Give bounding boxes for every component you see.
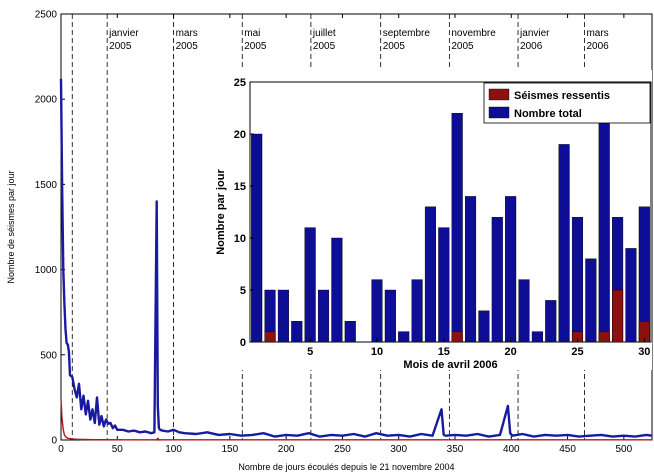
- inset-x-tick-label: 10: [371, 346, 383, 358]
- x-tick-label: 0: [58, 444, 64, 455]
- x-tick-label: 100: [165, 444, 182, 455]
- total-bar: [344, 321, 356, 343]
- y-tick-label: 500: [40, 350, 57, 361]
- inset-x-tick-label: 30: [638, 346, 650, 358]
- total-bar: [291, 321, 303, 343]
- total-bar: [317, 289, 330, 343]
- x-tick-label: 150: [222, 444, 239, 455]
- month-marker-year: 2005: [383, 41, 406, 52]
- inset-y-tick-label: 25: [234, 77, 246, 89]
- total-bar: [451, 112, 463, 343]
- total-bar: [384, 289, 396, 343]
- total-bar: [371, 279, 383, 343]
- x-tick-label: 300: [390, 444, 407, 455]
- inset-y-tick-label: 10: [234, 233, 246, 245]
- total-bar: [585, 258, 597, 343]
- month-marker-label: janvier: [108, 28, 139, 39]
- inset-x-tick-label: 15: [438, 346, 450, 358]
- x-tick-label: 450: [559, 444, 576, 455]
- total-bar: [304, 227, 316, 343]
- total-bar: [411, 279, 423, 343]
- x-axis-label: Nombre de jours écoulés depuis le 21 nov…: [238, 462, 454, 472]
- inset-y-tick-label: 0: [240, 337, 246, 349]
- month-marker-year: 2005: [176, 41, 199, 52]
- felt-bar: [264, 331, 276, 343]
- total-bar: [545, 300, 557, 343]
- y-tick-label: 1000: [35, 265, 58, 276]
- inset-x-axis-label: Mois de avril 2006: [403, 359, 497, 371]
- daily-total-line: [59, 78, 653, 438]
- total-bar: [505, 196, 517, 343]
- legend-swatch: [488, 88, 510, 101]
- legend-swatch: [488, 106, 510, 119]
- inset-y-tick-label: 15: [234, 181, 246, 193]
- total-bar: [571, 216, 584, 343]
- felt-bar: [451, 331, 463, 343]
- x-tick-label: 200: [278, 444, 295, 455]
- total-bar: [465, 196, 477, 343]
- total-bar: [558, 144, 570, 343]
- x-tick-label: 500: [616, 444, 633, 455]
- daily-felt-line: [60, 399, 652, 441]
- month-marker-year: 2005: [313, 41, 336, 52]
- y-axis-label: Nombre de séismes par jour: [6, 170, 16, 283]
- total-bar: [424, 206, 436, 343]
- x-tick-label: 250: [334, 444, 351, 455]
- total-bar: [625, 248, 637, 343]
- month-marker-year: 2005: [244, 41, 267, 52]
- inset-x-tick-label: 5: [307, 346, 313, 358]
- inset-y-axis-label: Nombre par jour: [215, 169, 227, 255]
- y-tick-label: 2000: [35, 95, 58, 106]
- x-tick-label: 50: [112, 444, 124, 455]
- total-bar: [398, 331, 410, 343]
- month-marker-year: 2006: [586, 41, 609, 52]
- month-marker-label: mai: [244, 28, 260, 39]
- total-bar: [491, 216, 503, 343]
- total-bar: [531, 331, 543, 343]
- inset-y-tick-label: 20: [234, 129, 246, 141]
- month-marker-label: mars: [586, 28, 608, 39]
- total-bar: [438, 227, 450, 343]
- total-bar: [598, 102, 610, 343]
- legend-box: [483, 82, 651, 124]
- inset-plot-frame: [249, 81, 652, 343]
- legend-label: Nombre total: [514, 108, 582, 120]
- month-marker-label: juillet: [312, 28, 336, 39]
- inset-x-tick-label: 20: [505, 346, 517, 358]
- felt-bar: [598, 331, 610, 343]
- month-marker-label: novembre: [451, 28, 496, 39]
- month-marker-year: 2005: [109, 41, 132, 52]
- y-tick-label: 2500: [35, 10, 58, 21]
- felt-bar: [612, 289, 624, 343]
- x-tick-label: 350: [447, 444, 464, 455]
- month-marker-year: 2005: [451, 41, 474, 52]
- x-tick-label: 400: [503, 444, 520, 455]
- y-tick-label: 1500: [35, 180, 58, 191]
- inset-x-tick-label: 25: [571, 346, 583, 358]
- y-tick-label: 0: [51, 436, 57, 447]
- month-marker-label: janvier: [519, 28, 550, 39]
- inset-y-tick-label: 5: [240, 285, 246, 297]
- inset-legend: Séismes ressentis Nombre total: [483, 82, 651, 124]
- total-bar: [277, 289, 289, 343]
- month-marker-label: mars: [176, 28, 198, 39]
- inset-plot: 5 10 15 20 25 30 0 5 10 15 20 25 Mois de avril 2006 N…: [196, 70, 652, 371]
- month-marker-label: septembre: [383, 28, 431, 39]
- total-bar: [518, 279, 530, 343]
- month-marker-year: 2006: [520, 41, 543, 52]
- total-bar: [478, 310, 490, 343]
- total-bar: [331, 237, 343, 343]
- legend-label: Séismes ressentis: [514, 90, 610, 102]
